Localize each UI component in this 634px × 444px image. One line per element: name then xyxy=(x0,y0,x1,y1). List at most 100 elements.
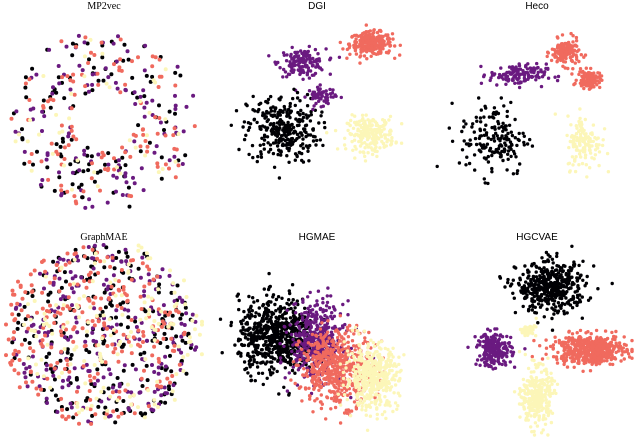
scatter-point xyxy=(18,285,23,289)
scatter-point xyxy=(125,49,130,54)
scatter-point xyxy=(374,52,379,56)
scatter-point xyxy=(299,108,303,113)
scatter-point xyxy=(513,117,517,122)
scatter-point xyxy=(499,66,503,70)
scatter-point xyxy=(72,92,77,97)
scatter-point xyxy=(318,138,322,142)
scatter-point xyxy=(326,286,330,290)
scatter-point xyxy=(347,382,351,386)
scatter-point xyxy=(168,268,172,273)
scatter-point xyxy=(600,143,605,148)
scatter-point xyxy=(54,303,59,308)
scatter-point xyxy=(321,371,325,375)
scatter-point xyxy=(352,138,357,142)
scatter-point xyxy=(504,128,508,132)
scatter-point xyxy=(99,399,104,404)
scatter-point xyxy=(174,147,179,152)
scatter-point xyxy=(72,308,77,313)
scatter-point xyxy=(273,330,277,335)
scatter-point xyxy=(32,268,37,273)
scatter-point xyxy=(278,66,282,70)
scatter-point xyxy=(571,143,575,147)
scatter-point xyxy=(157,57,162,62)
scatter-point xyxy=(304,324,308,328)
scatter-point xyxy=(582,86,586,91)
scatter-point xyxy=(72,347,77,352)
scatter-point xyxy=(49,345,54,350)
scatter-point xyxy=(482,74,486,79)
scatter-point xyxy=(155,131,160,136)
scatter-point xyxy=(174,301,179,306)
scatter-point xyxy=(314,313,318,318)
scatter-point xyxy=(590,156,594,160)
scatter-point xyxy=(460,129,464,134)
scatter-point xyxy=(349,132,354,136)
scatter-point xyxy=(67,369,72,374)
scatter-point xyxy=(79,182,84,187)
scatter-point xyxy=(464,122,468,126)
scatter-point xyxy=(320,321,324,325)
scatter-point xyxy=(248,358,253,362)
scatter-point xyxy=(58,358,63,363)
scatter-point xyxy=(332,314,337,318)
scatter-point xyxy=(54,112,59,117)
scatter-point xyxy=(302,70,306,75)
scatter-point xyxy=(336,366,340,370)
scatter-point xyxy=(378,403,382,407)
scatter-point xyxy=(118,90,123,95)
scatter-point xyxy=(42,114,47,119)
scatter-point xyxy=(300,347,304,351)
scatter-point xyxy=(123,88,128,93)
scatter-point xyxy=(95,71,100,76)
scatter-point xyxy=(246,314,250,318)
scatter-point xyxy=(360,392,364,397)
scatter-point xyxy=(107,85,112,90)
scatter-point xyxy=(496,119,500,124)
scatter-point xyxy=(149,296,154,301)
scatter-point xyxy=(328,372,333,377)
scatter-point xyxy=(25,139,30,144)
scatter-point xyxy=(163,117,168,122)
scatter-point xyxy=(353,348,357,352)
scatter-point xyxy=(525,71,530,75)
scatter-point xyxy=(75,330,80,335)
scatter-point xyxy=(289,54,293,58)
scatter-point xyxy=(324,417,328,421)
scatter-point xyxy=(509,154,513,159)
scatter-point xyxy=(378,125,382,129)
scatter-point xyxy=(109,72,114,77)
scatter-point xyxy=(86,296,91,301)
scatter-point xyxy=(23,375,28,380)
scatter-point xyxy=(301,142,305,146)
scatter-point xyxy=(345,47,350,52)
scatter-point xyxy=(265,302,269,306)
scatter-point xyxy=(11,352,16,357)
scatter-point xyxy=(31,349,36,354)
scatter-point xyxy=(364,113,368,117)
scatter-point xyxy=(139,376,144,381)
panel-hgmae: HGMAE xyxy=(218,232,406,432)
scatter-point xyxy=(259,101,263,106)
scatter-point xyxy=(580,74,584,79)
scatter-point xyxy=(138,294,143,299)
scatter-point xyxy=(265,135,270,139)
scatter-point xyxy=(103,162,107,167)
scatter-point xyxy=(121,368,126,373)
scatter-point xyxy=(517,62,521,66)
scatter-point xyxy=(96,82,101,87)
scatter-points-mp2vec xyxy=(9,33,197,210)
scatter-point xyxy=(595,83,599,87)
scatter-point xyxy=(313,341,318,346)
scatter-point xyxy=(312,336,316,341)
scatter-point xyxy=(60,370,64,375)
scatter-point xyxy=(388,132,392,136)
scatter-point xyxy=(356,391,360,395)
scatter-point xyxy=(498,155,503,159)
scatter-point xyxy=(333,354,337,359)
scatter-point xyxy=(98,188,102,193)
scatter-point xyxy=(283,337,288,341)
scatter-point xyxy=(71,327,76,332)
scatter-point xyxy=(281,75,285,79)
scatter-point xyxy=(80,68,85,73)
